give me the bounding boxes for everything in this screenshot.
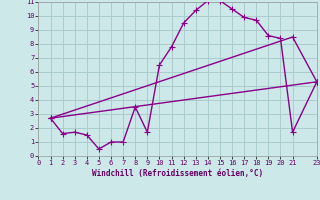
X-axis label: Windchill (Refroidissement éolien,°C): Windchill (Refroidissement éolien,°C) (92, 169, 263, 178)
